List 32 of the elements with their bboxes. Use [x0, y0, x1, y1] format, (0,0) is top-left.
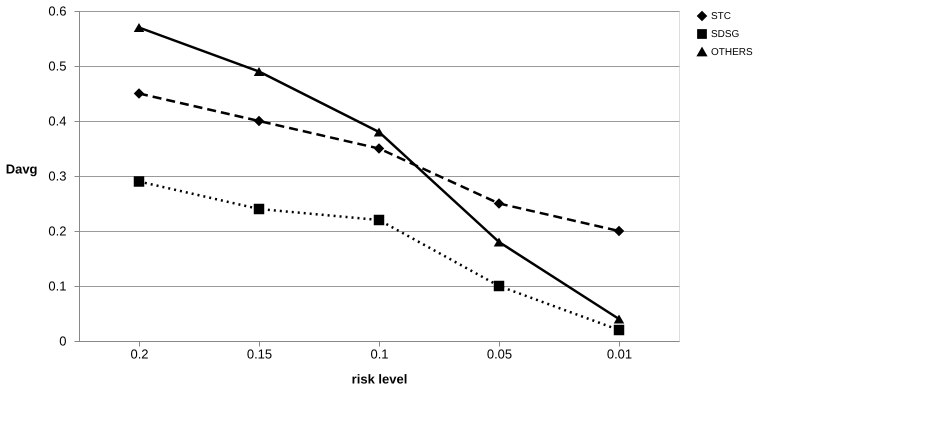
x-tick-label: 0.15 — [246, 346, 272, 362]
point — [254, 204, 264, 214]
y-tick-label: 0.4 — [48, 114, 66, 128]
y-tick-label: 0 — [59, 334, 66, 348]
point — [254, 66, 264, 76]
y-axis-title: Davg — [6, 162, 38, 176]
y-tick-label: 0.3 — [48, 168, 66, 184]
x-tick-label: 0.2 — [130, 346, 149, 362]
point — [134, 88, 144, 99]
y-tick-label: 0.6 — [48, 4, 66, 18]
x-axis-title: risk level — [352, 372, 408, 386]
point — [614, 226, 624, 236]
point — [134, 176, 144, 187]
y-tick-label: 0.1 — [48, 278, 66, 294]
legend-label: STC — [711, 11, 731, 22]
y-tick-label: 0.2 — [48, 224, 66, 238]
point — [614, 324, 624, 336]
legend-label: SDSG — [711, 29, 740, 40]
point — [494, 237, 504, 247]
point — [374, 143, 384, 154]
legend-label: OTHERS — [711, 47, 753, 58]
point — [134, 22, 144, 32]
point — [494, 280, 504, 292]
point — [254, 116, 264, 126]
y-tick-label: 0.5 — [48, 58, 66, 74]
x-tick-label: 0.01 — [606, 346, 632, 362]
point — [494, 198, 504, 209]
point — [614, 314, 624, 324]
x-tick-label: 0.05 — [486, 346, 512, 362]
point — [374, 214, 384, 226]
x-tick-label: 0.1 — [370, 346, 389, 362]
point — [374, 127, 384, 137]
